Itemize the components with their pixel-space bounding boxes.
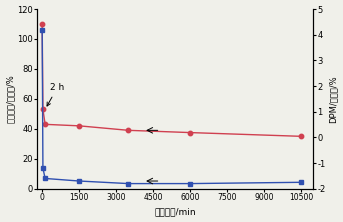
Y-axis label: DPM/固体分/%: DPM/固体分/% (329, 75, 338, 123)
Y-axis label: 可挥发物/固体分/%: 可挥发物/固体分/% (5, 75, 14, 123)
Text: 2 h: 2 h (47, 83, 64, 106)
X-axis label: 干燥时间/min: 干燥时间/min (154, 207, 196, 216)
